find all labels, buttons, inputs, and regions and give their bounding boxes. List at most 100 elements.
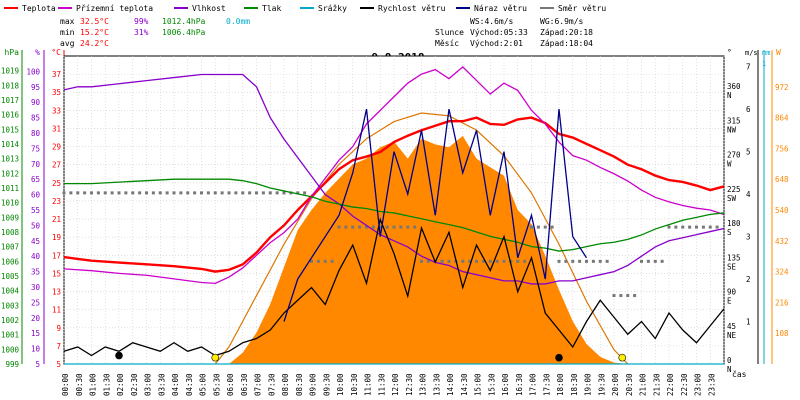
tick-label-ms: 1 <box>746 318 751 327</box>
info-ws: WS:4.6m/s <box>470 17 514 26</box>
wind-direction-point <box>227 191 231 195</box>
wind-direction-point <box>413 225 417 229</box>
tick-label-direction-name: NW <box>727 125 737 134</box>
tick-label-celsius: 21 <box>52 215 61 224</box>
tick-label-direction: 315 <box>727 116 741 125</box>
x-tick-label: 11:00 <box>364 373 373 396</box>
x-tick-label: 12:30 <box>405 373 414 396</box>
stats-max-hum: 99% <box>134 17 149 26</box>
wind-direction-point <box>275 191 279 195</box>
wind-direction-point <box>261 191 265 195</box>
x-tick-label: 04:30 <box>185 373 194 396</box>
tick-label-celsius: 25 <box>52 179 61 188</box>
wind-direction-point <box>145 191 148 195</box>
x-tick-label: 09:00 <box>309 373 318 396</box>
wind-direction-point <box>495 259 499 263</box>
x-tick-label: 13:00 <box>419 373 428 396</box>
wind-direction-point <box>138 191 142 195</box>
wind-direction-point <box>633 294 637 298</box>
wind-direction-point <box>124 191 128 195</box>
axis-label-celsius: °C <box>51 48 61 57</box>
tick-label-celsius: 29 <box>52 143 61 152</box>
wind-direction-point <box>523 259 527 263</box>
x-tick-label: 19:30 <box>597 373 606 396</box>
wind-direction-point <box>660 259 664 263</box>
stats-min-hum: 31% <box>134 28 149 37</box>
series-solar-area <box>229 135 628 364</box>
x-tick-label: 06:00 <box>226 373 235 396</box>
wind-direction-point <box>667 225 671 229</box>
x-tick-label: 01:00 <box>89 373 98 396</box>
legend-label: Vlhkost <box>192 4 226 13</box>
wind-direction-point <box>371 225 375 229</box>
wind-direction-point <box>516 259 520 263</box>
x-tick-label: 23:30 <box>707 373 716 396</box>
x-tick-label: 12:00 <box>391 373 400 396</box>
x-tick-label: 15:30 <box>487 373 496 396</box>
info-moon-label: Měsíc <box>435 39 459 48</box>
tick-label-wm2: 108 <box>775 329 789 338</box>
tick-label-direction: 0 <box>727 356 732 365</box>
x-tick-label: 08:00 <box>281 373 290 396</box>
wind-direction-point <box>323 259 327 263</box>
stats-max-temp: 32.5°C <box>80 17 109 26</box>
stats-max-press: 1012.4hPa <box>162 17 206 26</box>
wind-direction-point <box>296 191 300 195</box>
tick-label-percent: 55 <box>31 206 40 215</box>
tick-label-ms: 3 <box>746 233 751 242</box>
x-tick-label: 16:00 <box>501 373 510 396</box>
tick-label-celsius: 27 <box>52 161 61 170</box>
wind-direction-point <box>399 225 403 229</box>
legend: Teplota Přízemní teplota Vlhkost Tlak Srážky… <box>4 4 606 13</box>
wind-direction-point <box>502 259 506 263</box>
wind-direction-point <box>385 225 389 229</box>
tick-label-hpa: 1017 <box>1 96 19 105</box>
stats-max-rain: 0.0mm <box>226 17 250 26</box>
wind-direction-point <box>488 259 492 263</box>
x-tick-label: 14:30 <box>460 373 469 396</box>
wind-direction-point <box>378 225 382 229</box>
info-sunset: Západ:20:18 <box>540 28 593 37</box>
wind-direction-point <box>172 191 176 195</box>
wind-direction-point <box>688 225 692 229</box>
wind-direction-point <box>420 259 423 263</box>
x-tick-label: 16:30 <box>515 373 524 396</box>
info-moonrise: Východ:2:01 <box>470 39 523 48</box>
x-tick-label: 02:00 <box>116 373 125 396</box>
wind-direction-point <box>530 225 533 229</box>
wind-direction-point <box>605 259 609 263</box>
wind-direction-point <box>344 225 348 229</box>
x-tick-label: 10:30 <box>350 373 359 396</box>
wind-direction-point <box>96 191 100 195</box>
tick-label-direction-name: NE <box>727 331 737 340</box>
wind-direction-point <box>543 225 547 229</box>
wind-direction-point <box>536 225 540 229</box>
x-tick-label: 11:30 <box>377 373 386 396</box>
tick-label-direction-name: E <box>727 297 732 306</box>
x-tick-label: 18:30 <box>570 373 579 396</box>
wind-direction-point <box>330 259 334 263</box>
series-prizemni-teplota <box>63 65 725 285</box>
tick-label-wm2: 864 <box>775 114 789 123</box>
wind-direction-point <box>640 259 643 263</box>
info-moonset: Západ:18:04 <box>540 39 593 48</box>
legend-label: Přízemní teplota <box>76 4 153 13</box>
x-tick-label: 20:30 <box>625 373 634 396</box>
wind-direction-point <box>186 191 190 195</box>
wind-direction-point <box>351 225 355 229</box>
wind-direction-point <box>165 191 169 195</box>
wind-direction-point <box>598 259 602 263</box>
tick-label-celsius: 15 <box>52 269 61 278</box>
x-tick-label: 08:30 <box>295 373 304 396</box>
wind-direction-point <box>461 259 465 263</box>
x-tick-label: 23:00 <box>694 373 703 396</box>
wind-direction-point <box>564 259 568 263</box>
wind-direction-point <box>268 191 272 195</box>
wind-direction-point <box>646 259 650 263</box>
wind-direction-point <box>255 191 258 195</box>
wind-direction-point <box>358 225 362 229</box>
wind-direction-point <box>234 191 238 195</box>
wind-direction-point <box>179 191 183 195</box>
legend-label: Směr větru <box>558 4 606 13</box>
stats-block: max 32.5°C 99% 1012.4hPa 0.0mm min 15.2°… <box>60 17 250 48</box>
